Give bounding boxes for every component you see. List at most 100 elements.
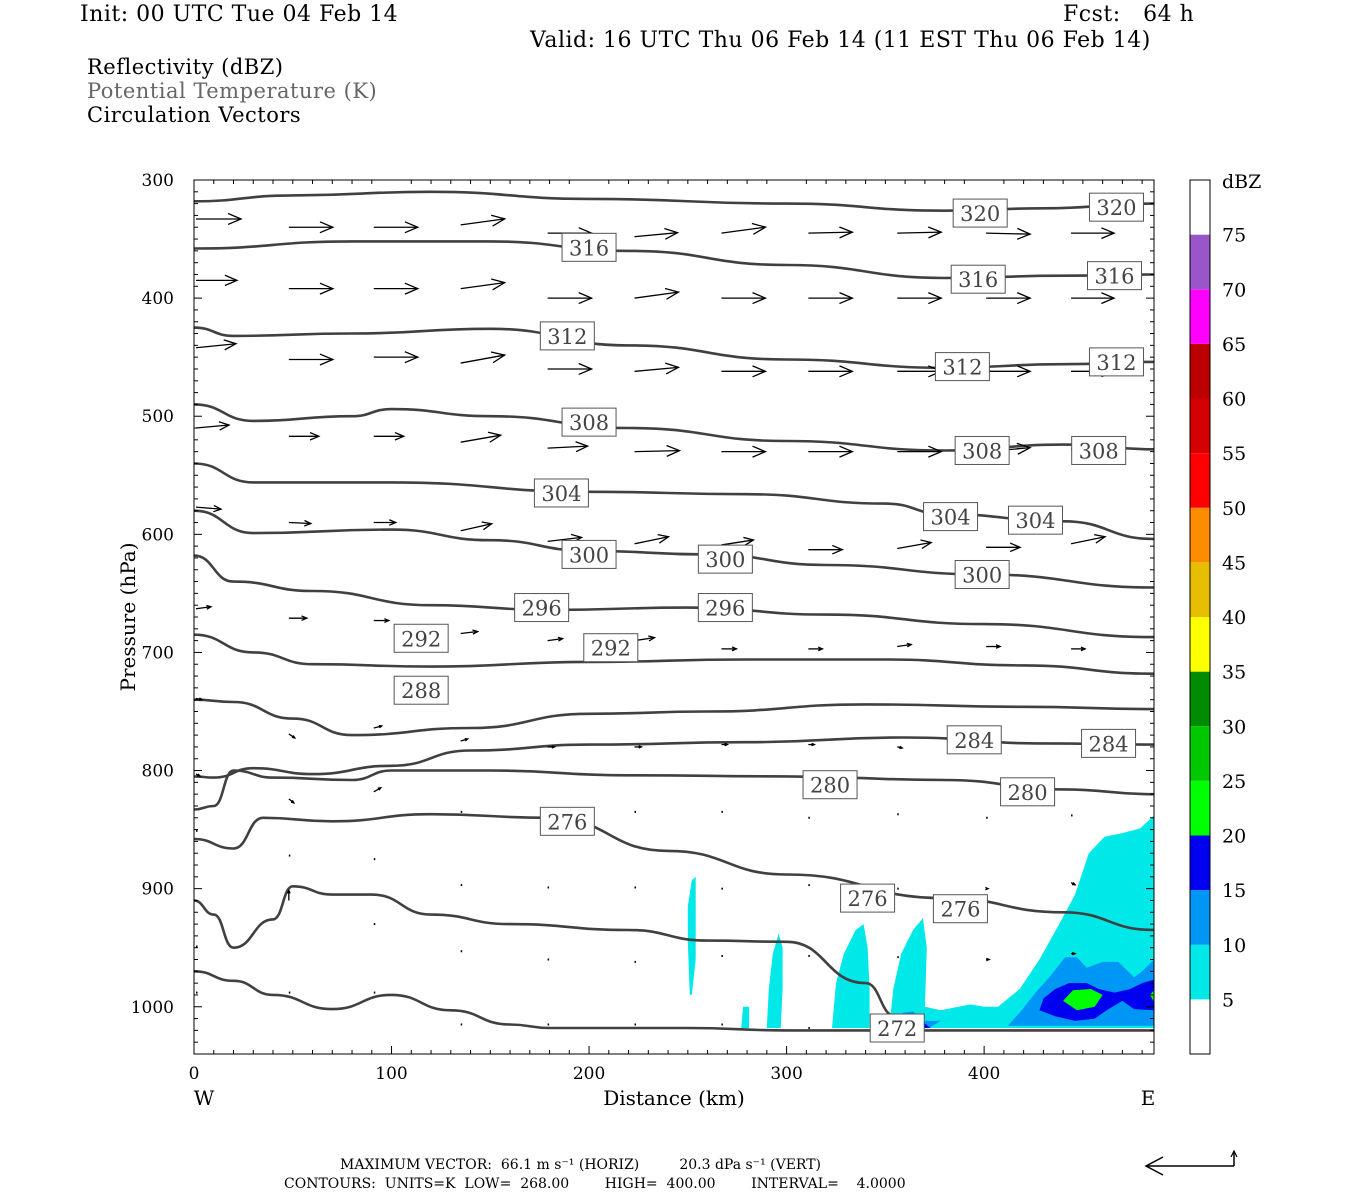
- y-tick-label: 600: [142, 525, 174, 545]
- vector-head: [664, 362, 681, 375]
- contour-label: 316: [561, 232, 617, 262]
- contour-label: 276: [840, 883, 896, 913]
- circulation-vector: [373, 221, 420, 234]
- vector-head: [928, 445, 943, 458]
- contour-label-box: [802, 770, 858, 800]
- isentrope-line: [194, 633, 1154, 675]
- circulation-vector: [373, 724, 384, 729]
- contour-label-box: [1071, 435, 1127, 465]
- contour-info: CONTOURS: UNITS=K LOW= 268.00 HIGH= 400.…: [284, 1176, 906, 1192]
- contour-label-text: 300: [569, 543, 609, 567]
- vector-head: [817, 646, 825, 652]
- circulation-vector: [1071, 951, 1077, 956]
- vector-head: [927, 226, 943, 239]
- contour-label-text: 316: [958, 268, 998, 292]
- contour-label-text: 320: [1096, 196, 1136, 220]
- contour-label: 308: [561, 407, 617, 437]
- vector-head: [319, 221, 335, 234]
- vector-shaft: [808, 231, 853, 234]
- vector-head: [899, 745, 904, 750]
- vector-head: [1080, 646, 1087, 652]
- contour-label-text: 276: [848, 887, 888, 911]
- vector-shaft: [634, 449, 680, 453]
- contour-label: 304: [533, 478, 589, 508]
- circulation-vector: [986, 957, 991, 962]
- circulation-vector: [460, 521, 494, 532]
- vector-head: [1016, 365, 1032, 378]
- contour-label: 296: [697, 593, 753, 623]
- contour-label: 284: [946, 725, 1002, 755]
- contour-label: 292: [393, 623, 449, 653]
- y-tick-label: 800: [142, 762, 174, 782]
- contour-label-box: [514, 593, 570, 623]
- contour-label-box: [932, 894, 988, 924]
- circulation-vector: [634, 745, 644, 749]
- contour-label-text: 272: [877, 1017, 917, 1041]
- contour-label-box: [539, 806, 595, 836]
- vector-head: [985, 886, 990, 891]
- vector-shaft: [195, 424, 230, 429]
- contour-label-text: 320: [960, 202, 1000, 226]
- field-circulation-vectors: Circulation Vectors: [87, 103, 302, 127]
- circulation-vector: [288, 798, 296, 804]
- vector-head: [832, 544, 845, 555]
- axis-layer: 0 100 200 300 400 300 400 500 600 700 800 900 1000: [131, 171, 1154, 1084]
- contour-label-box: [1007, 505, 1063, 535]
- contour-label-box: [1088, 192, 1144, 222]
- x-tick-label: 300: [770, 1064, 802, 1084]
- contour-label: 320: [952, 198, 1008, 228]
- contour-label-box: [1088, 347, 1144, 377]
- vector-head: [839, 292, 855, 305]
- circulation-vector: [897, 642, 913, 648]
- isentrope-line: [194, 884, 896, 1018]
- circulation-vector: [288, 519, 313, 527]
- vector-head: [491, 278, 507, 291]
- x-end-label-east: E: [1141, 1086, 1156, 1110]
- vector-head: [1101, 227, 1116, 240]
- contour-label-text: 284: [954, 729, 994, 753]
- circulation-vector: [985, 886, 990, 891]
- vector-head: [481, 521, 494, 531]
- vector-head: [751, 222, 768, 235]
- isentrope-line: [194, 812, 1154, 932]
- y-tick-label: 300: [142, 171, 174, 191]
- reflectivity-area: [687, 876, 696, 995]
- vector-head: [286, 888, 291, 894]
- field-reflectivity: Reflectivity (dBZ): [87, 55, 284, 79]
- isentrope-line: [194, 736, 1154, 779]
- vector-head: [223, 339, 238, 351]
- contour-label: 320: [1088, 192, 1144, 222]
- circulation-vector: [808, 226, 855, 239]
- circulation-vector: [547, 292, 594, 305]
- vector-head: [752, 292, 768, 305]
- circulation-vector: [195, 697, 204, 701]
- vector-shaft: [897, 231, 942, 234]
- vector-head: [304, 519, 313, 527]
- x-axis-label: Distance (km): [603, 1086, 745, 1110]
- y-tick-label: 700: [142, 643, 174, 663]
- circulation-vector: [897, 539, 933, 550]
- contour-label-box: [583, 633, 639, 663]
- vector-head: [906, 642, 913, 648]
- vector-shaft: [460, 523, 492, 532]
- vector-head: [1094, 533, 1107, 544]
- x-tick-label: 100: [375, 1064, 407, 1084]
- vector-shaft: [460, 354, 505, 364]
- vector-head: [309, 431, 321, 441]
- contour-label-text: 280: [810, 774, 850, 798]
- circulation-vector: [288, 282, 335, 295]
- circulation-vector: [808, 544, 845, 555]
- circulation-vector: [1071, 646, 1087, 652]
- contour-label: 300: [561, 539, 617, 569]
- contour-label: 316: [950, 264, 1006, 294]
- contour-label-box: [869, 1013, 925, 1043]
- circulation-vector: [721, 646, 739, 652]
- vector-head: [1016, 292, 1032, 305]
- contour-label-box: [840, 883, 896, 913]
- vector-shaft: [634, 536, 669, 545]
- circulation-vector: [460, 278, 507, 291]
- valid-time: Valid: 16 UTC Thu 06 Feb 14 (11 EST Thu …: [530, 28, 1151, 53]
- vector-layer: [195, 212, 1117, 1030]
- vector-head: [724, 742, 730, 747]
- vector-shaft: [547, 536, 582, 543]
